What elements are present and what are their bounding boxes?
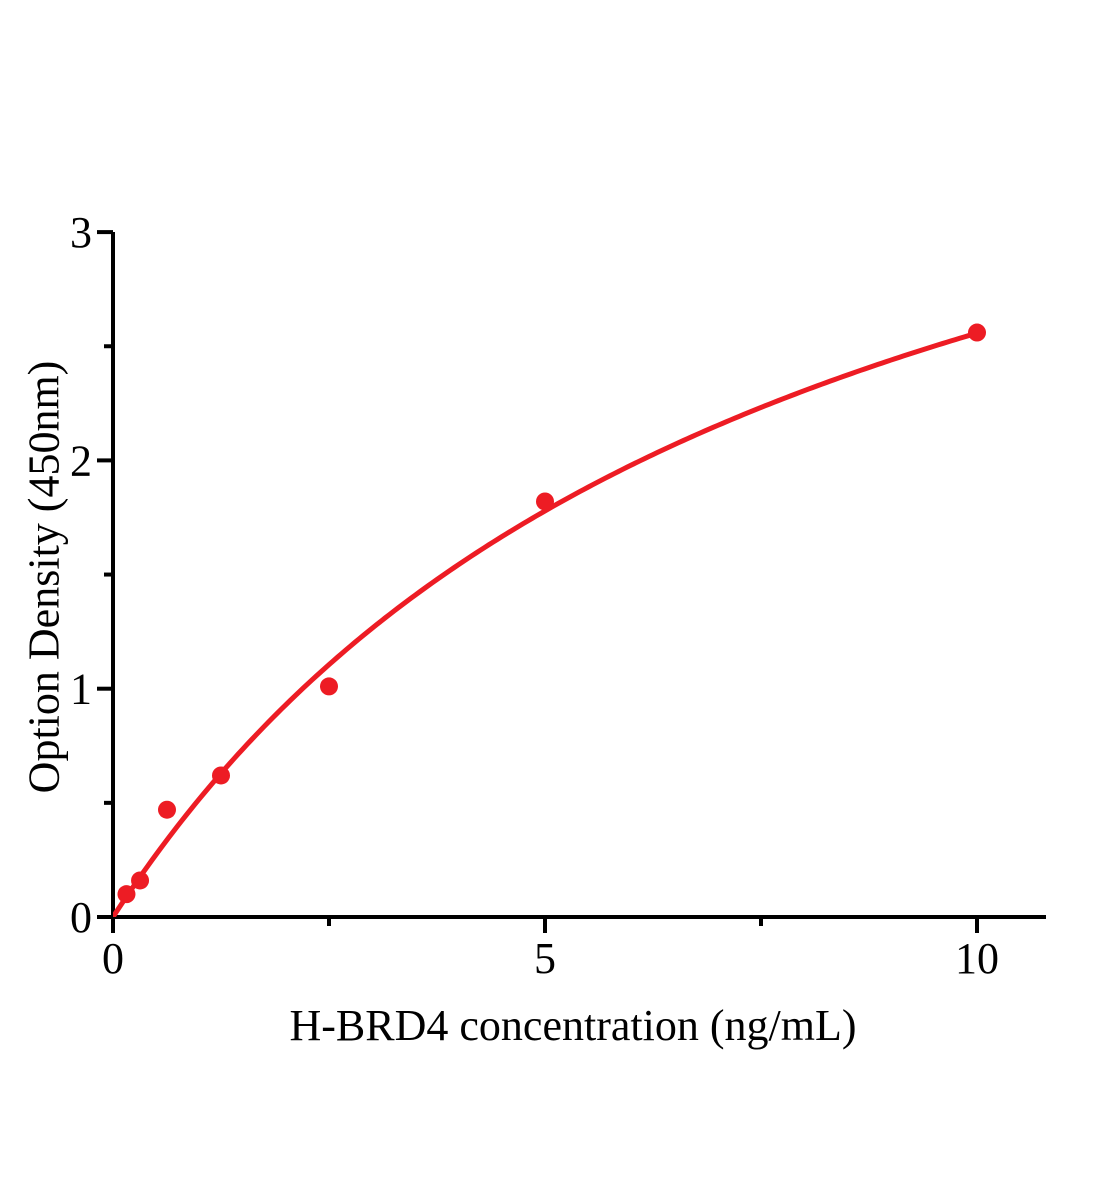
- data-point: [131, 871, 150, 890]
- x-axis-label: H-BRD4 concentration (ng/mL): [290, 1001, 857, 1050]
- plot-layer: [113, 323, 986, 917]
- y-tick-label: 3: [70, 208, 92, 257]
- data-point: [158, 800, 176, 819]
- data-point: [117, 885, 136, 904]
- data-point: [968, 323, 986, 342]
- y-axis-label: Option Density (450nm): [20, 361, 69, 794]
- x-tick-label: 0: [102, 934, 124, 983]
- x-tick-label: 5: [534, 934, 556, 983]
- y-tick-label: 1: [70, 665, 92, 714]
- fit-curve: [113, 330, 978, 917]
- tick-labels: 0 5 10 0 1 2 3: [70, 208, 999, 983]
- data-point: [212, 766, 230, 785]
- x-tick-label: 10: [955, 934, 999, 983]
- tick-marks: [97, 230, 979, 933]
- y-tick-label: 0: [70, 893, 92, 942]
- data-point: [320, 677, 338, 696]
- axes: [97, 232, 1046, 933]
- data-point: [536, 492, 554, 511]
- y-tick-label: 2: [70, 436, 92, 485]
